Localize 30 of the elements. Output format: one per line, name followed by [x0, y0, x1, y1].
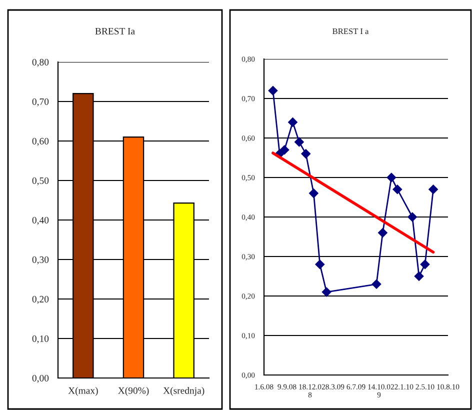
x-tick-label: X(srednja) — [163, 387, 204, 396]
x-tick-label: X(90%) — [118, 387, 149, 396]
chart-title: BREST I a — [332, 28, 369, 34]
point — [386, 172, 396, 182]
y-tick-label: 0,20 — [32, 296, 49, 304]
point — [414, 272, 424, 281]
y-tick-label: 0,40 — [32, 216, 49, 225]
chart-title: BREST Ia — [95, 28, 135, 34]
point — [428, 184, 438, 194]
point — [268, 86, 278, 96]
point — [315, 260, 325, 270]
y-tick-label: 0,60 — [32, 138, 49, 146]
point — [378, 228, 388, 238]
point — [294, 137, 304, 147]
y-tick-label: 0,30 — [32, 256, 49, 264]
y-tick-label: 0,70 — [32, 98, 49, 106]
y-tick-label: 0,00 — [32, 374, 49, 383]
point — [309, 188, 318, 198]
point — [408, 212, 417, 222]
x-tick-label: X(max) — [68, 387, 98, 396]
point — [288, 118, 298, 127]
point — [301, 149, 310, 158]
y-tick-label: 0,10 — [32, 335, 49, 344]
point — [392, 184, 402, 194]
point — [372, 280, 382, 289]
point — [322, 287, 332, 297]
point — [420, 260, 430, 270]
y-tick-label: 0,50 — [32, 177, 49, 186]
point — [280, 145, 290, 154]
y-tick-label: 0,80 — [32, 58, 49, 67]
